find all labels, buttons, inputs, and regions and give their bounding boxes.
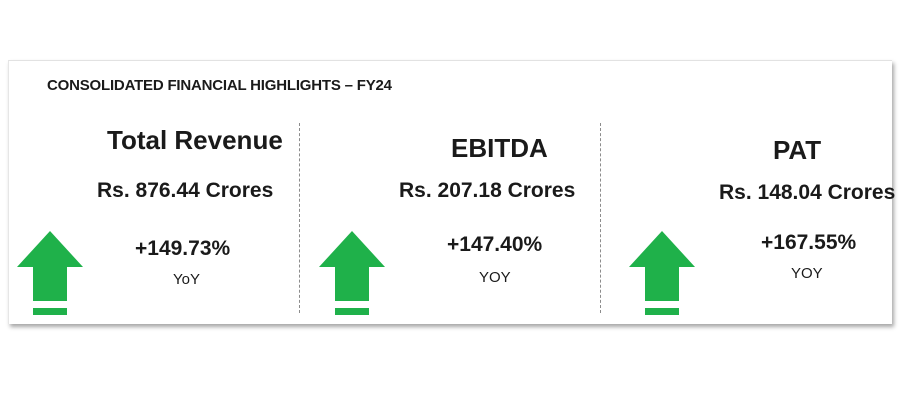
metric-amount: Rs. 876.44 Crores bbox=[97, 179, 274, 202]
metric-change: +149.73% bbox=[135, 237, 231, 260]
up-arrow-icon bbox=[17, 231, 83, 315]
column-divider bbox=[600, 123, 601, 313]
metric-change: +147.40% bbox=[447, 233, 543, 256]
column-divider bbox=[299, 123, 300, 313]
metric-amount: Rs. 148.04 Crores bbox=[719, 181, 896, 204]
metric-period: YoY bbox=[173, 271, 200, 288]
card-heading: CONSOLIDATED FINANCIAL HIGHLIGHTS – FY24 bbox=[47, 77, 392, 94]
metric-period: YOY bbox=[791, 265, 823, 282]
metric-title: PAT bbox=[773, 135, 822, 165]
metric-amount: Rs. 207.18 Crores bbox=[399, 179, 576, 202]
metric-total-revenue: Total Revenue Rs. 876.44 Crores +149.73%… bbox=[9, 121, 299, 315]
metric-ebitda: EBITDA Rs. 207.18 Crores +147.40% YOY bbox=[309, 121, 599, 315]
metric-change: +167.55% bbox=[761, 231, 857, 254]
metric-title: Total Revenue bbox=[107, 125, 283, 155]
metric-period: YOY bbox=[479, 269, 511, 286]
up-arrow-icon bbox=[629, 231, 695, 315]
metric-title: EBITDA bbox=[451, 133, 548, 163]
up-arrow-icon bbox=[319, 231, 385, 315]
metric-pat: PAT Rs. 148.04 Crores +167.55% YOY bbox=[621, 121, 896, 315]
financial-highlights-card: CONSOLIDATED FINANCIAL HIGHLIGHTS – FY24… bbox=[8, 60, 896, 324]
